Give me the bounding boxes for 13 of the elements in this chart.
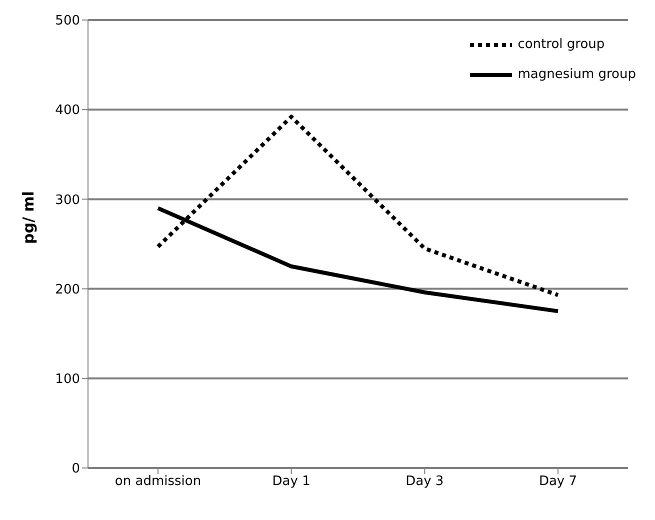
y-tick-label: 100 bbox=[55, 372, 80, 388]
legend-label: magnesium group bbox=[518, 66, 636, 84]
y-tick-label: 500 bbox=[55, 14, 80, 29]
x-tick-label: Day 3 bbox=[406, 474, 444, 490]
legend-label: control group bbox=[518, 36, 605, 54]
y-tick-label: 200 bbox=[55, 282, 80, 298]
y-tick-label: 300 bbox=[55, 192, 80, 208]
y-tick-label: 400 bbox=[55, 103, 80, 118]
x-tick-label: Day 7 bbox=[538, 474, 578, 490]
y-axis-title: pg/ ml bbox=[19, 191, 38, 244]
x-tick-label: on admission bbox=[114, 474, 202, 490]
x-tick-label: Day 1 bbox=[272, 474, 310, 490]
y-tick-label: 0 bbox=[72, 462, 80, 477]
